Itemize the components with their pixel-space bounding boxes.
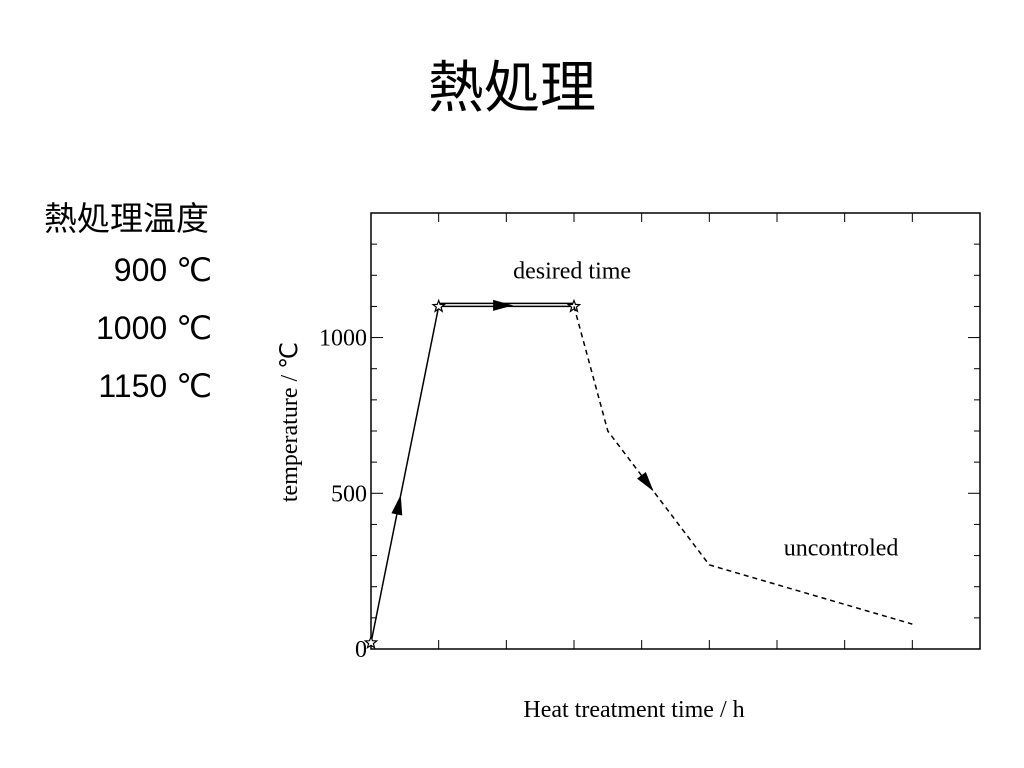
plot-frame — [370, 212, 981, 650]
star-marker — [431, 298, 447, 313]
y-tick-label: 0 — [355, 637, 367, 663]
hold-arrow — [493, 299, 514, 311]
series-line-desired — [370, 305, 574, 643]
x-axis-label: Heat treatment time / h — [523, 697, 744, 723]
y-tick-labels: 0 500 1000 — [319, 326, 367, 663]
annotation-layer: desired time uncontroled — [513, 258, 898, 561]
series-line-uncontrolled — [573, 306, 913, 625]
y-axis-label: temperature / ℃ — [277, 342, 303, 502]
temperature-1000: 1000 ℃ — [95, 310, 212, 346]
slide-title: 熱処理 — [428, 56, 596, 121]
y-tick-label: 1000 — [319, 326, 367, 352]
star-marker — [566, 298, 582, 313]
temperature-900: 900 ℃ — [113, 252, 212, 288]
temperature-list: 900 ℃ 1000 ℃ 1150 ℃ — [40, 250, 212, 424]
star-marker — [363, 635, 379, 649]
ramp-arrow — [391, 494, 403, 516]
annotation-uncontroled: uncontroled — [784, 536, 899, 562]
cooling-arrow — [637, 472, 654, 492]
annotation-desired-time: desired time — [513, 258, 631, 284]
y-tick-label: 500 — [331, 481, 367, 507]
tick-marks — [371, 213, 980, 649]
heat-treatment-temperature-heading: 熱処理温度 — [44, 199, 209, 238]
series-layer — [363, 298, 913, 649]
temperature-1150: 1150 ℃ — [98, 368, 212, 404]
